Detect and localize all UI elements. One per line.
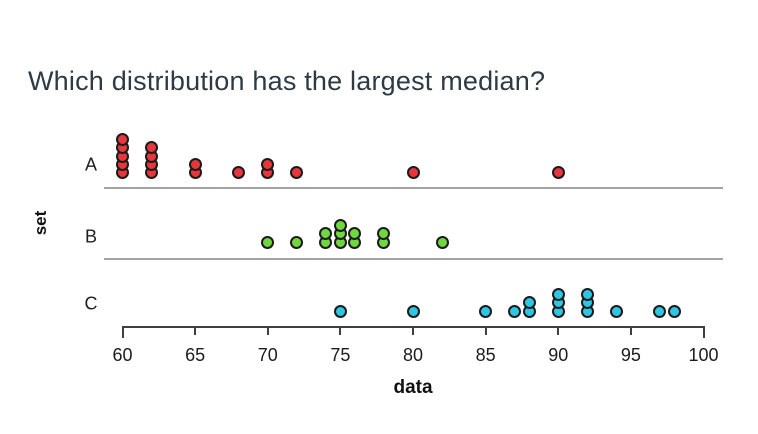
- x-axis-tick: [121, 326, 124, 338]
- data-point-B: [435, 235, 449, 249]
- data-point-C: [406, 304, 420, 318]
- x-tick-label: 65: [185, 345, 206, 365]
- data-point-A: [406, 166, 420, 179]
- question-title: Which distribution has the largest media…: [28, 66, 546, 96]
- data-point-C: [333, 304, 347, 318]
- row-label-A: A: [84, 154, 98, 175]
- x-axis-tick: [266, 326, 269, 335]
- row-label-B: B: [84, 226, 98, 247]
- data-point-C: [667, 304, 681, 318]
- data-point-B: [333, 219, 347, 233]
- data-point-A: [551, 166, 565, 179]
- x-axis-tick: [702, 326, 705, 338]
- x-tick-label: 95: [620, 345, 641, 365]
- y-axis-label: set: [31, 210, 50, 236]
- data-point-C: [551, 288, 565, 302]
- data-point-B: [261, 235, 275, 249]
- data-point-C: [508, 304, 522, 318]
- row-label-C: C: [84, 293, 98, 314]
- x-axis-tick: [412, 326, 414, 335]
- x-axis-tick: [557, 326, 560, 335]
- x-tick-label: 90: [548, 345, 569, 365]
- data-point-C: [580, 288, 594, 302]
- data-point-B: [319, 227, 333, 241]
- data-point-C: [653, 304, 667, 318]
- x-axis-tick: [194, 326, 197, 335]
- x-tick-label: 75: [330, 345, 351, 365]
- x-tick-label: 70: [257, 345, 278, 365]
- data-point-B: [348, 227, 362, 241]
- data-point-A: [290, 166, 304, 179]
- row-separator: [104, 257, 723, 260]
- data-point-A: [232, 166, 246, 179]
- data-point-A: [145, 141, 159, 155]
- x-axis-tick: [629, 326, 632, 335]
- x-tick-label: 100: [688, 345, 719, 365]
- x-tick-label: 80: [402, 345, 424, 365]
- data-point-C: [609, 304, 623, 318]
- x-axis-tick: [339, 326, 342, 335]
- data-point-A: [261, 157, 275, 171]
- data-point-C: [479, 304, 493, 318]
- data-point-A: [116, 133, 129, 147]
- data-point-C: [522, 296, 536, 310]
- row-separator: [104, 187, 723, 189]
- x-axis-label: data: [393, 377, 433, 398]
- x-tick-label: 85: [475, 345, 496, 365]
- data-point-B: [377, 227, 391, 241]
- x-tick-label: 60: [112, 345, 133, 365]
- data-point-B: [290, 235, 304, 249]
- x-axis-tick: [484, 326, 487, 335]
- data-point-A: [188, 157, 202, 171]
